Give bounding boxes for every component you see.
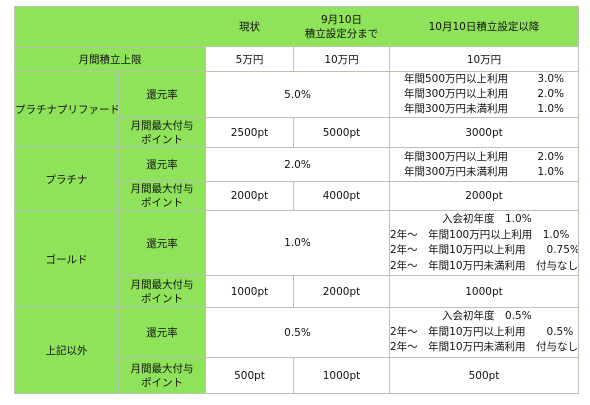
max-points-label: 月間最大付与 ポイント (118, 181, 206, 211)
rate-oct10: 年間300万円以上利用 2.0% 年間300万円未満利用 1.0% (389, 147, 579, 182)
rate-condition: 年間300万円未満利用 1.0% (404, 165, 564, 178)
rate-label: 還元率 (118, 71, 206, 118)
rate-current-sep10: 2.0% (205, 147, 390, 182)
rate-condition: 2年～ 年間10万円以上利用 0.5% (390, 325, 574, 338)
rate-current-sep10: 1.0% (205, 210, 390, 276)
header-current: 現状 (205, 6, 294, 47)
monthly-limit-oct10: 10万円 (389, 46, 579, 72)
max-points-sep10: 5000pt (293, 117, 390, 148)
rate-condition: 年間300万円以上利用 2.0% (404, 150, 564, 163)
tier-name-platinum-preferred: プラチナプリファード (14, 71, 119, 148)
rate-condition: 2年～ 年間10万円未満利用 付与なし (390, 341, 579, 354)
rate-condition: 年間300万円以上利用 2.0% (404, 88, 564, 100)
max-points-label: 月間最大付与 ポイント (118, 357, 206, 394)
max-points-oct10: 2000pt (389, 181, 579, 211)
rate-condition: 2年～ 年間10万円未満利用 付与なし (390, 259, 579, 272)
rate-condition: 年間500万円以上利用 3.0% (404, 73, 564, 85)
max-points-label: 月間最大付与 ポイント (118, 117, 206, 148)
header-oct10: 10月10日積立設定以降 (389, 6, 579, 47)
rate-condition: 入会初年度 0.5% (442, 310, 532, 323)
rate-label: 還元率 (118, 210, 206, 276)
header-sep10: 9月10日 積立設定分まで (293, 6, 390, 47)
max-points-current: 2000pt (205, 181, 294, 211)
max-points-current: 1000pt (205, 275, 294, 308)
comparison-table: 現状 9月10日 積立設定分まで 10月10日積立設定以降 月間積立上限 5万円… (14, 6, 579, 394)
header-sep10-line1: 9月10日 (320, 13, 363, 26)
rate-oct10: 入会初年度 0.5% 2年～ 年間10万円以上利用 0.5% 2年～ 年間10万… (389, 307, 579, 358)
max-points-oct10: 1000pt (389, 275, 579, 308)
monthly-limit-current: 5万円 (205, 46, 294, 72)
max-points-current: 500pt (205, 357, 294, 394)
rate-current-sep10: 0.5% (205, 307, 390, 358)
tier-name-platinum: プラチナ (14, 147, 119, 211)
rate-condition: 2年～ 年間100万円以上利用 1.0% (390, 228, 570, 241)
tier-name-others: 上記以外 (14, 307, 119, 394)
max-points-current: 2500pt (205, 117, 294, 148)
rate-current-sep10: 5.0% (205, 71, 390, 118)
rate-condition: 入会初年度 1.0% (442, 213, 532, 225)
header-sep10-line2: 積立設定分まで (304, 27, 379, 40)
tier-name-gold: ゴールド (14, 210, 119, 308)
max-points-sep10: 4000pt (293, 181, 390, 211)
max-points-sep10: 2000pt (293, 275, 390, 308)
monthly-limit-label: 月間積立上限 (14, 46, 206, 72)
rate-oct10: 年間500万円以上利用 3.0% 年間300万円以上利用 2.0% 年間300万円未… (389, 71, 579, 118)
rate-label: 還元率 (118, 147, 206, 182)
rate-oct10: 入会初年度 1.0% 2年～ 年間100万円以上利用 1.0% 2年～ 年間10… (389, 210, 579, 276)
monthly-limit-sep10: 10万円 (293, 46, 390, 72)
rate-label: 還元率 (118, 307, 206, 358)
max-points-label: 月間最大付与 ポイント (118, 275, 206, 308)
max-points-oct10: 3000pt (389, 117, 579, 148)
max-points-oct10: 500pt (389, 357, 579, 394)
rate-condition: 2年～ 年間10万円以上利用 0.75% (390, 244, 579, 256)
rate-condition: 年間300万円未満利用 1.0% (404, 103, 564, 115)
header-corner-cell (14, 6, 206, 47)
max-points-sep10: 1000pt (293, 357, 390, 394)
